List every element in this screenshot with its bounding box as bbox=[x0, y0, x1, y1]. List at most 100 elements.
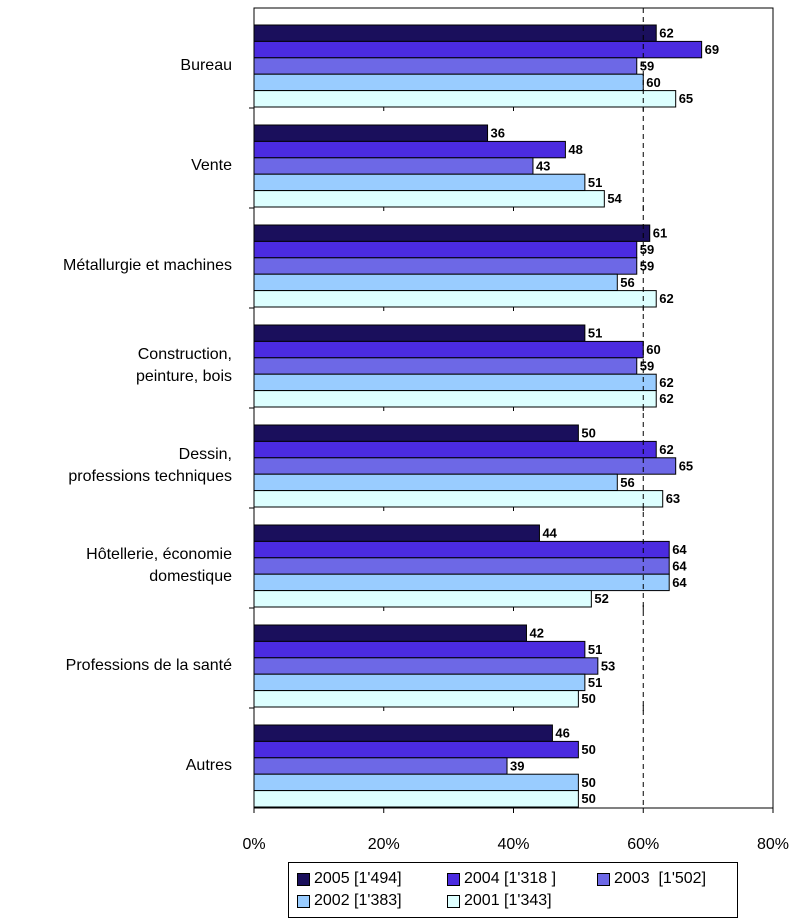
value-label: 65 bbox=[679, 458, 693, 473]
value-label: 59 bbox=[640, 258, 654, 273]
value-label: 39 bbox=[510, 758, 524, 773]
x-tick-label: 20% bbox=[368, 836, 400, 853]
bar bbox=[253, 140, 566, 159]
value-label: 51 bbox=[588, 175, 602, 190]
bar bbox=[253, 657, 599, 675]
bar bbox=[253, 324, 586, 342]
legend-swatch bbox=[297, 872, 310, 886]
category-label: Construction, peinture, bois bbox=[135, 346, 232, 385]
bar bbox=[253, 640, 586, 659]
bar bbox=[253, 57, 638, 75]
value-label: 36 bbox=[491, 126, 505, 141]
bar bbox=[253, 190, 605, 208]
bar bbox=[253, 373, 657, 392]
value-label: 62 bbox=[659, 375, 673, 390]
legend-label: 2005 [1'494] bbox=[314, 870, 402, 887]
category-label: Dessin, professions techniques bbox=[68, 446, 232, 485]
value-label: 59 bbox=[640, 358, 654, 373]
bar bbox=[253, 273, 618, 292]
value-label: 69 bbox=[705, 42, 719, 57]
value-label: 62 bbox=[659, 391, 673, 406]
x-tick-label: 40% bbox=[497, 836, 529, 853]
bar bbox=[253, 40, 703, 59]
legend-item: 2005 [1'494] bbox=[297, 870, 447, 888]
value-label: 50 bbox=[581, 791, 595, 806]
bar bbox=[253, 340, 644, 359]
bar bbox=[253, 557, 670, 575]
category-label: Vente bbox=[191, 157, 232, 174]
bar bbox=[253, 540, 670, 559]
category-label: Métallurgie et machines bbox=[63, 257, 232, 274]
legend-swatch bbox=[447, 894, 460, 908]
value-label: 54 bbox=[607, 191, 622, 206]
bar bbox=[253, 24, 657, 42]
legend-item: 2002 [1'383] bbox=[297, 892, 447, 910]
legend-label: 2004 [1'318 ] bbox=[464, 870, 557, 887]
bar bbox=[253, 590, 592, 608]
bar bbox=[253, 173, 586, 192]
value-label: 64 bbox=[672, 542, 687, 557]
bar bbox=[253, 740, 579, 759]
bar bbox=[253, 690, 579, 708]
category-label: Autres bbox=[185, 757, 232, 774]
bar bbox=[253, 790, 579, 808]
legend-swatch bbox=[597, 872, 610, 886]
bar bbox=[253, 390, 657, 408]
category-label: Bureau bbox=[180, 57, 232, 74]
bar bbox=[253, 490, 664, 508]
bar bbox=[253, 124, 489, 142]
value-label: 60 bbox=[646, 342, 660, 357]
value-label: 56 bbox=[620, 275, 634, 290]
value-label: 50 bbox=[581, 691, 595, 706]
value-label: 44 bbox=[542, 526, 557, 541]
bar bbox=[253, 473, 618, 492]
bar bbox=[253, 573, 670, 592]
value-label: 51 bbox=[588, 326, 602, 341]
bar bbox=[253, 73, 644, 92]
value-label: 52 bbox=[594, 591, 608, 606]
legend-swatch bbox=[447, 872, 460, 886]
value-label: 51 bbox=[588, 642, 602, 657]
legend-label: 2002 [1'383] bbox=[314, 892, 402, 909]
x-tick-label: 0% bbox=[242, 836, 265, 853]
value-label: 62 bbox=[659, 291, 673, 306]
category-label: Hôtellerie, économie domestique bbox=[86, 546, 232, 585]
value-label: 63 bbox=[666, 491, 680, 506]
bar bbox=[253, 290, 657, 308]
bar bbox=[253, 424, 579, 442]
bar bbox=[253, 757, 508, 775]
bar bbox=[253, 357, 638, 375]
value-label: 59 bbox=[640, 58, 654, 73]
value-label: 50 bbox=[581, 426, 595, 441]
bar bbox=[253, 457, 677, 475]
value-label: 65 bbox=[679, 91, 693, 106]
bar bbox=[253, 157, 534, 175]
bar bbox=[253, 440, 657, 459]
legend-swatch bbox=[297, 894, 310, 908]
value-label: 59 bbox=[640, 242, 654, 257]
value-label: 61 bbox=[653, 226, 667, 241]
bar bbox=[253, 257, 638, 275]
bar bbox=[253, 90, 677, 108]
value-label: 60 bbox=[646, 75, 660, 90]
value-label: 50 bbox=[581, 775, 595, 790]
bar bbox=[253, 773, 579, 792]
value-label: 62 bbox=[659, 442, 673, 457]
value-label: 51 bbox=[588, 675, 602, 690]
value-label: 56 bbox=[620, 475, 634, 490]
bar bbox=[253, 524, 540, 542]
bar bbox=[253, 724, 553, 742]
value-label: 53 bbox=[601, 658, 615, 673]
value-label: 50 bbox=[581, 742, 595, 757]
value-label: 64 bbox=[672, 558, 687, 573]
bar bbox=[253, 673, 586, 692]
category-label: Professions de la santé bbox=[65, 657, 232, 674]
legend-label: 2001 [1'343] bbox=[464, 892, 552, 909]
legend: 2005 [1'494] 2004 [1'318 ] 2003 [1'502] 200… bbox=[288, 862, 738, 918]
value-label: 62 bbox=[659, 26, 673, 41]
legend-item: 2004 [1'318 ] bbox=[447, 870, 597, 888]
x-tick-label: 80% bbox=[757, 836, 789, 853]
value-label: 46 bbox=[555, 726, 569, 741]
